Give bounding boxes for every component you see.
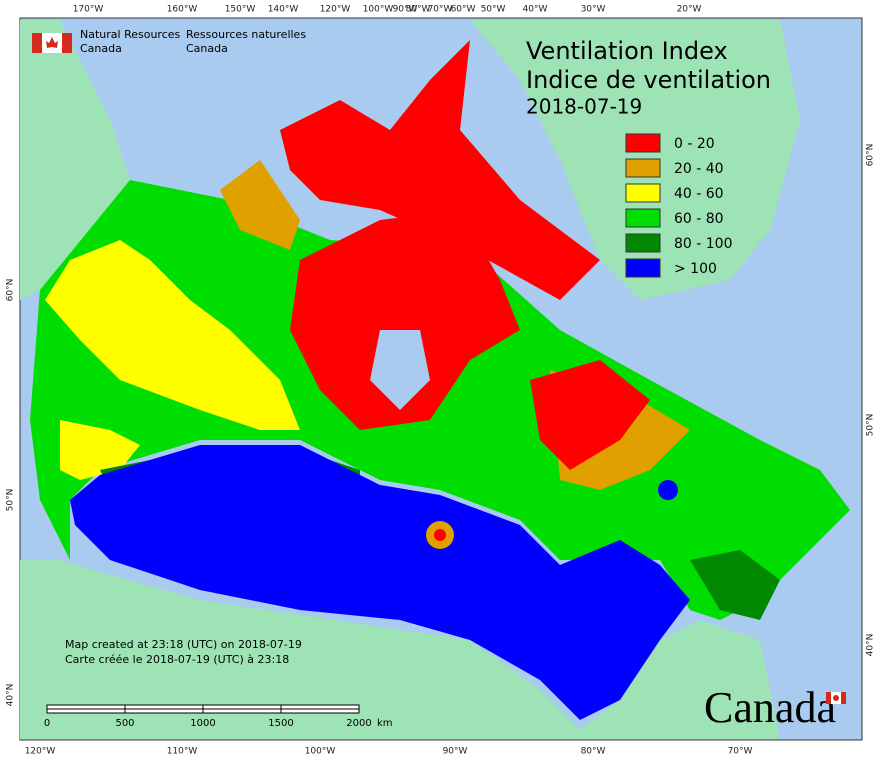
credit: Carte créée le 2018-07-19 (UTC) à 23:18 — [65, 653, 289, 666]
lon-label: 90°W — [443, 747, 468, 757]
legend-swatch — [625, 233, 661, 253]
lat-label: 50°N — [6, 489, 16, 512]
wordmark: Canada — [704, 683, 836, 732]
lon-label: 170°W — [73, 5, 104, 15]
legend-swatch — [625, 258, 661, 278]
legend: 0 - 20 20 - 40 40 - 60 60 - 80 80 - 100 > 100 — [625, 133, 733, 278]
legend-swatch — [625, 183, 661, 203]
flag-bar — [826, 692, 831, 704]
flag-bar — [62, 33, 72, 53]
agency-en: Canada — [80, 42, 122, 55]
legend-swatch — [625, 158, 661, 178]
scale-segment — [202, 704, 282, 710]
agency-en: Natural Resources — [80, 28, 181, 41]
lat-label: 40°N — [6, 684, 16, 707]
legend-label: 20 - 40 — [674, 161, 724, 177]
lon-label: 120°W — [320, 5, 351, 15]
agency-fr: Ressources naturelles — [186, 28, 306, 41]
legend-swatch — [625, 208, 661, 228]
lon-label: 100°W — [305, 747, 336, 757]
lon-label: 90°W — [393, 5, 418, 15]
lon-label: 110°W — [167, 747, 198, 757]
lon-label: 60°W — [451, 5, 476, 15]
title-date: 2018-07-19 — [526, 95, 642, 119]
lon-label: 150°W — [225, 5, 256, 15]
scale-label: 1500 — [268, 718, 293, 729]
maple-leaf — [833, 695, 839, 701]
scale-label: 500 — [115, 718, 134, 729]
zone-0-20 — [530, 360, 650, 470]
scale-label: 1000 — [190, 718, 215, 729]
title: Indice de ventilation — [526, 66, 771, 94]
scale-unit: km — [377, 718, 393, 729]
lat-label: 60°N — [6, 279, 16, 302]
lon-label: 100°W — [363, 5, 394, 15]
scale-label: 0 — [44, 718, 50, 729]
lon-label: 70°W — [728, 747, 753, 757]
lat-label: 60°N — [866, 144, 876, 167]
scale-segment — [124, 704, 204, 710]
scale-segment — [124, 708, 204, 714]
lat-label: 50°N — [866, 414, 876, 437]
lon-label: 80°W — [406, 5, 431, 15]
index-zones — [30, 40, 850, 720]
hotspot — [658, 480, 678, 500]
lon-label: 160°W — [167, 5, 198, 15]
title: Ventilation Index — [526, 37, 728, 65]
lon-label: 30°W — [581, 5, 606, 15]
scale-segment — [280, 704, 360, 710]
zone-80-100 — [690, 550, 780, 620]
flag-bar — [32, 33, 42, 53]
usa — [20, 560, 780, 740]
scale-segment — [46, 708, 126, 714]
lon-label: 40°W — [523, 5, 548, 15]
flag-bar — [841, 692, 846, 704]
wordmark-flag — [826, 692, 846, 704]
alaska — [20, 20, 130, 300]
graticule-labels: 170°W 160°W 150°W 140°W 120°W 100°W 90°W80°W70… — [6, 5, 876, 757]
scale-segment — [202, 708, 282, 714]
lon-label: 140°W — [268, 5, 299, 15]
agency-fr: Canada — [186, 42, 228, 55]
lon-label: 70°W — [428, 5, 453, 15]
hotspot — [434, 529, 446, 541]
lon-label: 120°W — [25, 747, 56, 757]
legend-label: 80 - 100 — [674, 236, 733, 252]
legend-label: > 100 — [674, 261, 717, 277]
lat-label: 40°N — [866, 634, 876, 657]
scale-segment — [280, 708, 360, 714]
zone-20-40 — [220, 160, 300, 250]
lon-label: 50°W — [481, 5, 506, 15]
zone-0-20 — [290, 210, 520, 430]
scale-label: 2000 — [346, 718, 371, 729]
legend-label: 40 - 60 — [674, 186, 724, 202]
lon-label: 80°W — [581, 747, 606, 757]
zone-40-60 — [45, 240, 300, 430]
credit: Map created at 23:18 (UTC) on 2018-07-19 — [65, 638, 302, 651]
lon-label: 20°W — [677, 5, 702, 15]
legend-label: 60 - 80 — [674, 211, 724, 227]
zone-over-100 — [70, 445, 690, 720]
legend-swatch — [625, 133, 661, 153]
flag-logo — [32, 33, 72, 53]
scale-segment — [46, 704, 126, 710]
maple-leaf — [46, 37, 58, 48]
zone-40-60 — [60, 420, 140, 480]
hudson-bay — [370, 330, 430, 410]
legend-label: 0 - 20 — [674, 136, 715, 152]
scale-bar: 0 500 1000 1500 2000 km — [44, 704, 393, 729]
zone-0-20 — [280, 40, 600, 300]
